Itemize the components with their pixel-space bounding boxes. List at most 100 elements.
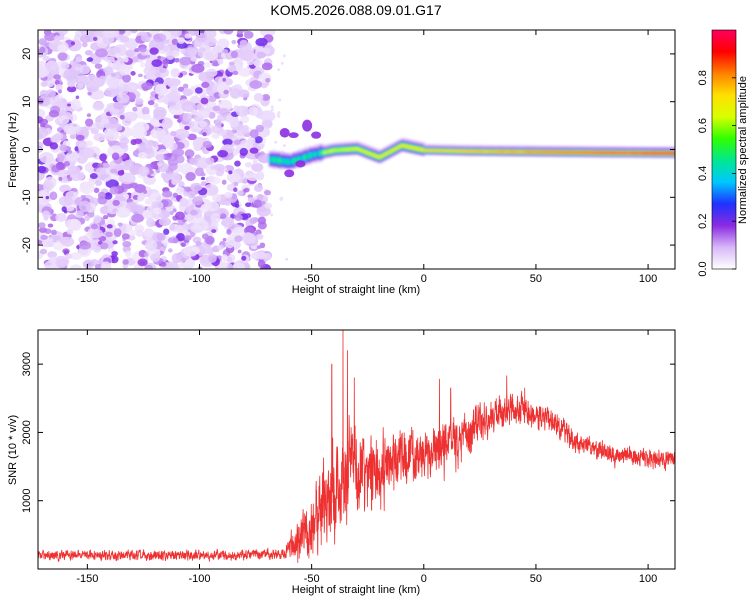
noise-speckle [232,70,239,76]
signal-cell [269,164,272,168]
signal-cell [312,148,315,152]
signal-cell [286,155,289,159]
signal-cell [320,154,323,157]
noise-speckle [75,56,82,63]
signal-cell [446,144,450,148]
signal-cell [281,153,284,157]
signal-cell [604,146,607,150]
noise-speckle [152,30,161,34]
noise-speckle [144,239,158,251]
noise-speckle [49,191,58,201]
signal-cell [290,166,293,170]
noise-speckle [87,91,92,96]
signal-cell [289,161,292,165]
noise-speckle [252,159,258,165]
signal-cell [312,154,315,157]
noise-speckle [70,41,76,46]
signal-cell [318,153,322,156]
noise-speckle [226,130,234,137]
noise-speckle [105,179,119,189]
signal-cell [270,160,273,164]
signal-cell [281,163,284,166]
signal-cell [351,141,354,144]
signal-cell [271,163,275,166]
signal-cell [425,144,428,147]
signal-cell [308,162,311,166]
noise-speckle [221,179,227,185]
signal-cell [274,155,277,159]
signal-cell [282,152,285,155]
signal-cell [542,145,545,149]
signal-cell [281,164,284,168]
signal-cell [271,162,275,165]
signal-cell [620,146,623,150]
noise-speckle [253,184,263,193]
signal-cell [285,163,288,167]
noise-speckle [104,87,119,98]
noise-speckle [138,47,147,53]
signal-cell [299,150,303,153]
signal-cell [294,154,297,157]
signal-cell [430,144,433,147]
signal-cell [318,157,322,160]
signal-cell [301,149,304,152]
noise-speckle [249,80,263,89]
noise-speckle [256,245,262,249]
signal-cell [297,150,300,154]
noise-speckle [55,258,69,268]
noise-speckle [229,88,241,99]
signal-cell [273,159,276,162]
signal-cell [282,159,285,162]
signal-cell [286,153,289,156]
noise-speckle [190,182,203,192]
signal-cell [301,156,304,159]
noise-speckle [180,242,185,247]
signal-cell [438,144,441,147]
signal-cell [278,152,281,155]
noise-speckle [99,220,105,225]
signal-cell [328,143,331,147]
noise-speckle [129,165,142,175]
noise-speckle [221,254,228,261]
noise-speckle [192,196,203,206]
noise-speckle [217,99,233,112]
signal-cell [289,164,292,167]
noise-speckle [172,148,185,157]
signal-cell [363,143,366,147]
signal-cell [532,145,536,149]
signal-cell [304,152,307,156]
signal-cell [277,160,280,163]
signal-cell [504,145,507,148]
signal-cell [593,146,596,149]
signal-cell [305,152,308,155]
noise-speckle [38,126,49,139]
signal-cell [278,161,281,165]
signal-cell [270,153,273,157]
signal-cell [309,156,312,160]
noise-speckle [172,208,177,213]
noise-speckle [100,117,110,125]
noise-speckle [169,130,177,137]
noise-speckle [179,56,192,66]
signal-cell [310,153,314,156]
noise-speckle [137,258,148,267]
noise-speckle [100,242,109,250]
noise-speckle [131,123,145,135]
signal-cell [527,145,530,149]
signal-cell [271,153,275,157]
noise-speckle [226,256,233,263]
noise-speckle [90,223,98,230]
signal-cell [310,158,314,162]
noise-speckle [114,52,122,59]
signal-cell [400,138,404,141]
noise-speckle [264,252,272,261]
signal-cell [274,151,277,154]
signal-cell [318,146,322,149]
signal-cell [283,166,287,169]
signal-cell [286,165,289,168]
signal-cell [273,151,276,154]
signal-cell [578,146,581,149]
signal-cell [600,146,603,150]
signal-cell [271,151,275,154]
noise-speckle [75,134,85,141]
